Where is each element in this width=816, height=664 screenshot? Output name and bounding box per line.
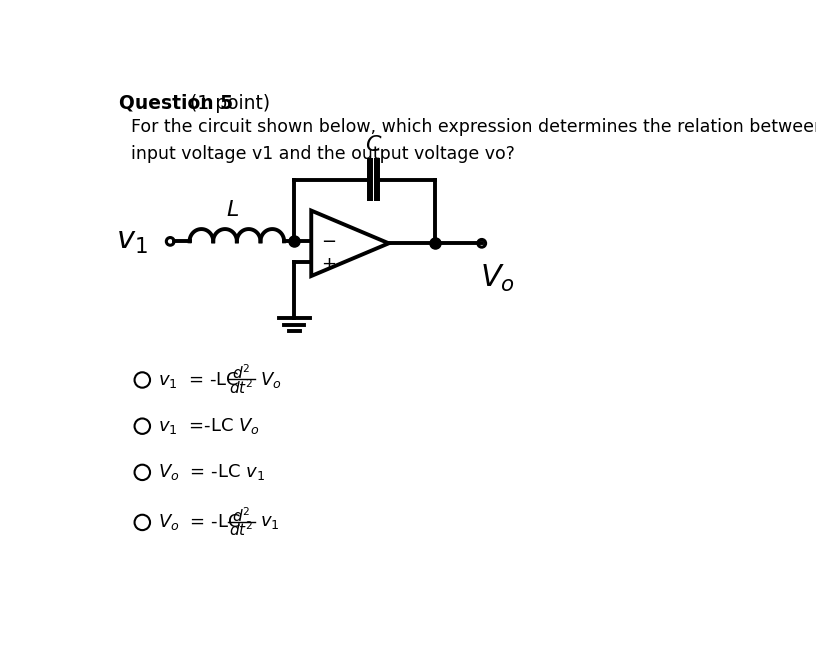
Text: $-$: $-$ xyxy=(321,231,335,249)
Text: $v_1$  = -LC: $v_1$ = -LC xyxy=(157,370,239,390)
Text: $V_o$  = -LC $v_1$: $V_o$ = -LC $v_1$ xyxy=(157,462,265,482)
Text: $dt^2$: $dt^2$ xyxy=(229,378,254,397)
Text: $\mathit{L}$: $\mathit{L}$ xyxy=(227,200,240,220)
Text: $V_o$  = -LC: $V_o$ = -LC xyxy=(157,513,241,533)
Text: $\mathit{V_o}$: $\mathit{V_o}$ xyxy=(480,262,515,293)
Text: $d^2$: $d^2$ xyxy=(233,364,251,382)
Text: $+$: $+$ xyxy=(321,255,335,273)
Text: For the circuit shown below, which expression determines the relation between th: For the circuit shown below, which expre… xyxy=(131,118,816,163)
Text: $v_1$: $v_1$ xyxy=(260,513,280,531)
Text: $V_o$: $V_o$ xyxy=(260,370,282,390)
Text: $dt^2$: $dt^2$ xyxy=(229,521,254,539)
Text: (1 point): (1 point) xyxy=(184,94,270,112)
Text: $d^2$: $d^2$ xyxy=(233,506,251,525)
Text: $\mathit{C}$: $\mathit{C}$ xyxy=(365,135,382,155)
Text: $v_1$  =-LC $V_o$: $v_1$ =-LC $V_o$ xyxy=(157,416,259,436)
Text: Question 5: Question 5 xyxy=(119,94,233,112)
Text: $\mathit{v_1}$: $\mathit{v_1}$ xyxy=(116,227,148,256)
